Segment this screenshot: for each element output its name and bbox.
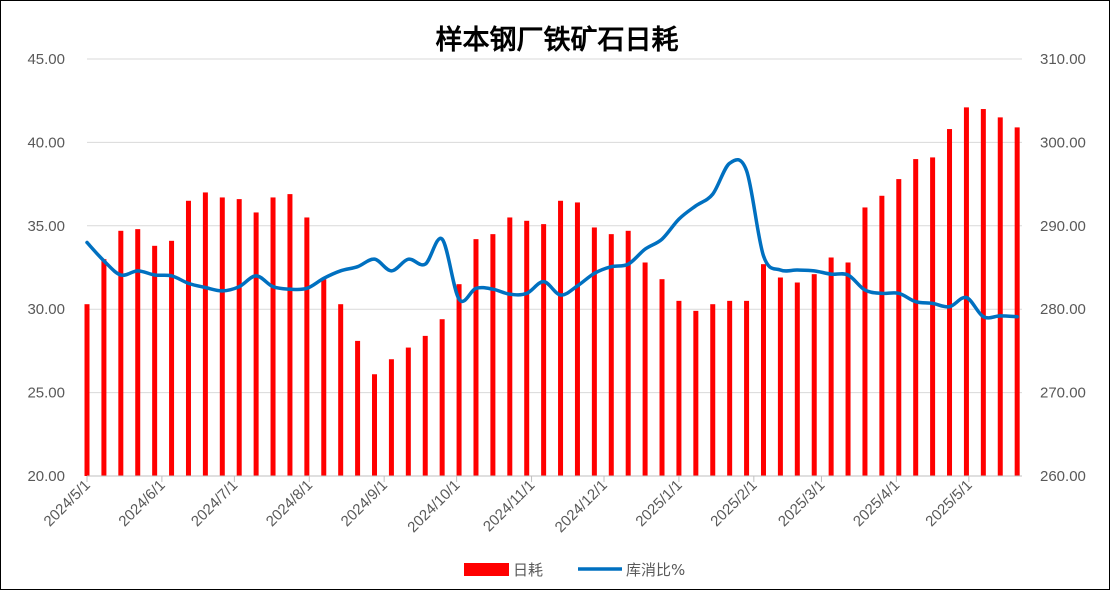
x-tick-label: 2024/6/1 — [115, 477, 168, 530]
right-tick-label: 310.00 — [1040, 51, 1086, 68]
right-tick-label: 270.00 — [1040, 385, 1086, 402]
bar — [1014, 127, 1020, 476]
x-tick-label: 2025/5/1 — [922, 477, 975, 530]
bar — [422, 335, 428, 476]
legend-line-label: 库消比% — [626, 561, 685, 579]
line-path — [85, 158, 1019, 320]
bar — [236, 199, 242, 476]
bar — [338, 304, 344, 476]
left-tick-label: 40.00 — [27, 134, 65, 151]
bar — [642, 262, 648, 476]
x-tick-label: 2024/12/1 — [552, 477, 611, 536]
bar — [541, 224, 547, 476]
x-tick-label: 2024/8/1 — [263, 477, 316, 530]
bar — [659, 279, 665, 476]
bar — [253, 212, 259, 476]
bar — [372, 374, 378, 476]
x-tick-label: 2025/4/1 — [850, 477, 903, 530]
bar — [507, 217, 513, 476]
bar — [524, 220, 530, 476]
bar — [169, 240, 175, 476]
bar — [84, 304, 90, 476]
x-tick-label: 2025/3/1 — [775, 477, 828, 530]
bar — [490, 234, 496, 476]
bar — [321, 279, 327, 476]
bar — [152, 245, 158, 476]
bar — [980, 109, 986, 476]
x-tick-label: 2025/1/1 — [632, 477, 685, 530]
legend-bar-label: 日耗 — [513, 561, 543, 579]
bar — [845, 262, 851, 476]
x-axis-ticks: 2024/5/1 2024/6/1 2024/7/1 2024/8/1 2024/9/1… — [41, 476, 976, 536]
bar — [304, 217, 310, 476]
left-tick-label: 35.00 — [27, 218, 65, 235]
bar — [862, 207, 868, 476]
x-tick-label: 2024/11/1 — [480, 477, 538, 535]
bar — [828, 257, 834, 476]
bar — [710, 304, 716, 476]
bar — [744, 300, 750, 476]
bar — [591, 227, 597, 476]
right-tick-label: 300.00 — [1040, 134, 1086, 151]
bar — [760, 264, 766, 476]
bar — [879, 195, 885, 476]
left-tick-label: 45.00 — [27, 51, 65, 68]
bar — [693, 310, 699, 476]
x-tick-label: 2024/10/1 — [404, 477, 463, 536]
bar — [574, 202, 580, 476]
bar — [355, 340, 361, 476]
x-tick-label: 2025/2/1 — [707, 477, 760, 530]
left-tick-label: 20.00 — [27, 468, 65, 485]
left-tick-label: 25.00 — [27, 385, 65, 402]
legend-bar-swatch — [464, 563, 509, 576]
right-tick-label: 280.00 — [1040, 301, 1086, 318]
bar — [896, 179, 902, 476]
right-tick-label: 290.00 — [1040, 218, 1086, 235]
bar — [270, 197, 276, 476]
x-tick-label: 2024/7/1 — [188, 477, 241, 530]
bar — [997, 117, 1003, 476]
bar — [963, 107, 969, 476]
left-axis-ticks: 45.00 40.00 35.00 30.00 25.00 20.00 — [27, 51, 65, 485]
bar — [794, 282, 800, 476]
bar — [913, 159, 919, 476]
chart-title: 样本钢厂铁矿石日耗 — [436, 24, 679, 56]
bar — [185, 200, 191, 476]
bar — [456, 284, 462, 476]
bar — [135, 229, 141, 476]
left-tick-label: 30.00 — [27, 301, 65, 318]
bar — [388, 359, 394, 476]
bar — [777, 277, 783, 476]
bar — [405, 347, 411, 476]
right-tick-label: 260.00 — [1040, 468, 1086, 485]
bar — [287, 194, 293, 476]
bar — [608, 234, 614, 476]
bar — [676, 300, 682, 476]
bar — [439, 319, 445, 476]
bar — [219, 197, 225, 476]
bar — [101, 259, 107, 476]
bar — [947, 129, 953, 476]
bar — [811, 274, 817, 476]
bar — [473, 239, 479, 476]
bar — [118, 230, 124, 476]
x-tick-label: 2024/9/1 — [338, 477, 391, 530]
bar — [202, 192, 208, 476]
right-axis-ticks: 310.00 300.00 290.00 280.00 270.00 260.00 — [1040, 51, 1086, 485]
bar — [727, 300, 733, 476]
line-series — [85, 158, 1019, 320]
bar — [930, 157, 936, 477]
bar — [625, 230, 631, 476]
bar — [558, 200, 564, 476]
bar-series — [84, 107, 1020, 477]
legend: 日耗 库消比% — [464, 561, 685, 579]
